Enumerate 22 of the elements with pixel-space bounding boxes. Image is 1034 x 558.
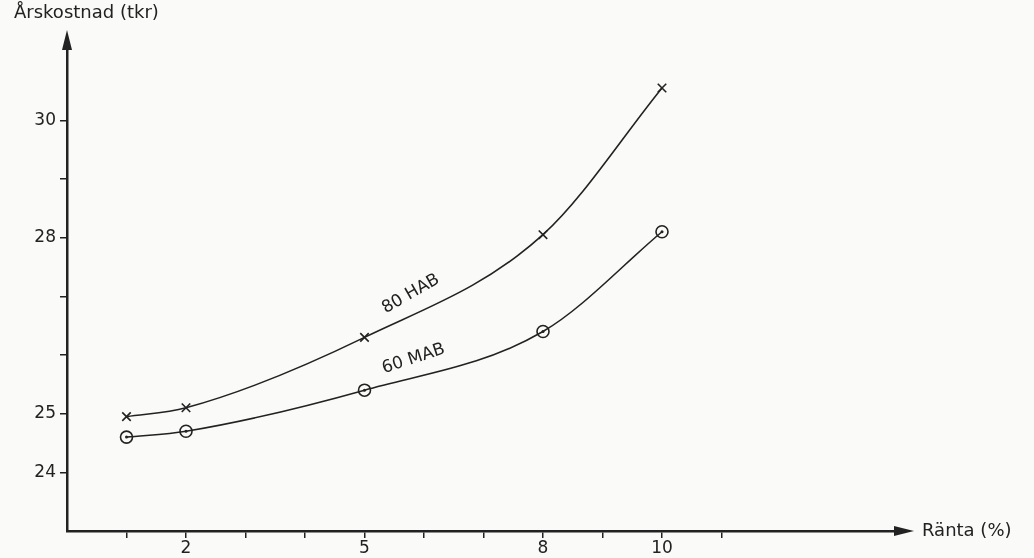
x-tick-label: 10 [651,536,673,557]
point [179,424,193,439]
point [656,82,668,94]
y-axis-title: Årskostnad (tkr) [14,0,159,22]
x-tick-label: 2 [180,536,192,557]
y-tick-label: 24 [34,460,56,481]
point [119,430,134,444]
point [357,383,372,397]
x-axis-title: Ränta (%) [922,518,1012,540]
point [359,332,370,343]
text: 60 MAB [379,337,448,377]
y-tick-label: 30 [34,108,56,129]
point [537,229,549,240]
y-tick-label: 25 [34,402,56,423]
y-tick-label: 28 [34,226,56,247]
point [180,402,192,413]
point [536,324,550,339]
x-tick-label: 8 [537,536,549,557]
text: 80 HAB [377,268,443,318]
x-tick-label: 5 [359,536,370,557]
point [655,224,669,239]
point [121,411,132,422]
